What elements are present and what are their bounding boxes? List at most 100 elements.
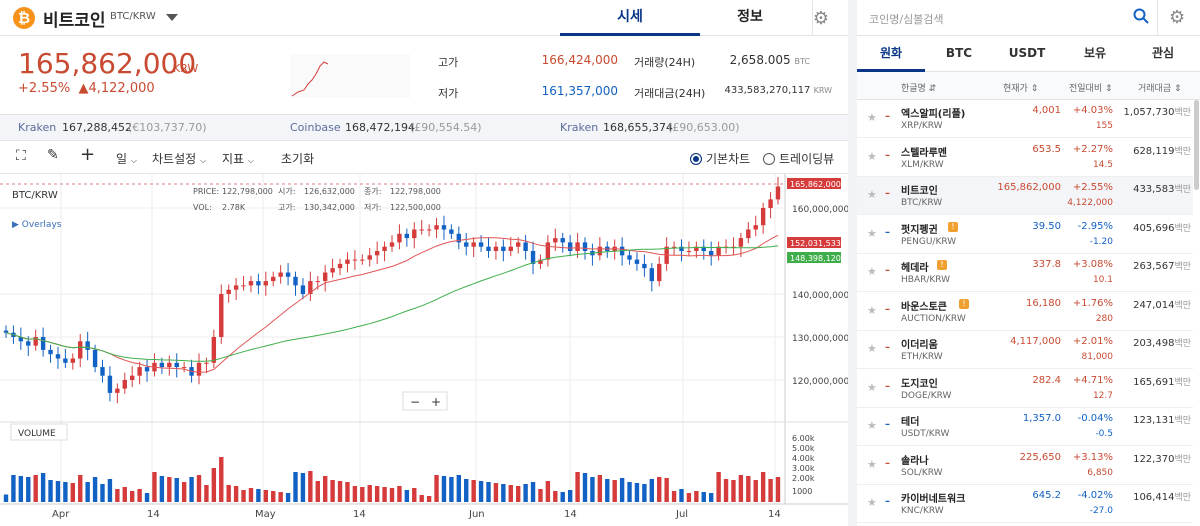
zoom-out-button[interactable]: − xyxy=(410,395,420,409)
chevron-down-icon[interactable] xyxy=(166,14,178,21)
price-chart[interactable]: BTC/KRW ▶ Overlays PRICE: 122,798,000 VO… xyxy=(0,174,848,526)
coin-volume-unit: 백만 xyxy=(1174,108,1191,118)
volume-bar xyxy=(397,486,402,502)
gear-icon[interactable]: ⚙ xyxy=(812,8,830,29)
tab-info[interactable]: 정보 xyxy=(737,9,763,25)
market-row[interactable]: ★ – 도지코인 DOGE/KRW 282.4 +4.71% 12.7 165,691백만 xyxy=(857,370,1193,408)
coin-volume-unit: 백만 xyxy=(1174,146,1191,157)
volume-24h-value: 2,658.005 BTC xyxy=(700,53,810,67)
interval-label: 일 xyxy=(116,152,128,166)
chart-settings-button[interactable]: 차트설정 ⌵ xyxy=(152,150,206,167)
col-name[interactable]: 한글명 ⇵ xyxy=(901,84,937,94)
market-table-header: 한글명 ⇵ 현재가 ⇕ 전일대비 ⇕ 거래대금 ⇕ xyxy=(857,72,1200,100)
star-icon[interactable]: ★ xyxy=(867,457,877,471)
market-row[interactable]: ★ – 스텔라루멘 XLM/KRW 653.5 +2.27% 14.5 628,119백만 xyxy=(857,139,1193,177)
star-icon[interactable]: ★ xyxy=(867,342,877,355)
pencil-icon[interactable]: ✎ xyxy=(47,147,59,163)
candle xyxy=(753,225,758,230)
coin-price: 337.8 xyxy=(1032,259,1061,270)
volume-bar xyxy=(538,489,543,502)
market-row[interactable]: ★ – 솔라나 SOL/KRW 225,650 +3.13% 6,850 122,370백만 xyxy=(857,447,1193,485)
tradingview-radio[interactable]: 트레이딩뷰 xyxy=(763,150,834,167)
chart-background xyxy=(0,174,848,526)
ohlc-close: 122,798,000 xyxy=(390,187,441,196)
star-icon[interactable]: ★ xyxy=(867,265,877,278)
tab-favorites[interactable]: 관심 xyxy=(1151,46,1175,60)
tab-holdings[interactable]: 보유 xyxy=(1083,46,1107,60)
search-icon[interactable] xyxy=(1133,8,1149,24)
market-row[interactable]: ★ – 비트코인 BTC/KRW 165,862,000 +2.55% 4,122,000 4… xyxy=(857,177,1193,215)
reset-button[interactable]: 초기화 xyxy=(281,152,315,166)
volume-bar xyxy=(419,495,424,502)
ohlc-open: 126,632,000 xyxy=(304,187,355,196)
col-volume[interactable]: 거래대금 ⇕ xyxy=(1138,84,1182,94)
candle xyxy=(493,246,499,251)
volume-bar xyxy=(308,471,313,502)
candle xyxy=(204,362,209,364)
coin-change-pct: -4.02% xyxy=(1077,490,1113,501)
tab-usdt[interactable]: USDT xyxy=(1008,46,1046,60)
volume-bar xyxy=(174,478,179,502)
star-icon[interactable]: ★ xyxy=(867,496,877,509)
tab-market-price[interactable]: 시세 xyxy=(560,0,700,36)
col-change[interactable]: 전일대비 ⇕ xyxy=(1069,84,1113,94)
coin-volume-unit: 백만 xyxy=(1174,416,1191,426)
market-row[interactable]: ★ – 펏지펭귄! PENGU/KRW 39.50 -2.95% -1.20 405,696백… xyxy=(857,216,1193,254)
trend-marker-icon: – xyxy=(885,111,890,122)
coin-name: 헤데라 xyxy=(901,263,929,274)
candle xyxy=(374,251,380,256)
scrollbar[interactable] xyxy=(1194,100,1199,190)
exchange-name[interactable]: Kraken xyxy=(560,121,599,134)
volume-bar xyxy=(129,491,135,502)
candle xyxy=(92,349,98,368)
tab-krw[interactable]: 원화 xyxy=(857,36,925,72)
coin-price: 4,117,000 xyxy=(1010,336,1061,347)
exchange-name[interactable]: Kraken xyxy=(18,121,57,134)
crosshair-icon[interactable]: + xyxy=(80,144,96,165)
exchange-name[interactable]: Coinbase xyxy=(290,121,341,134)
coin-name: 테더 xyxy=(901,417,920,428)
basic-chart-radio[interactable]: 기본차트 xyxy=(690,150,750,167)
x-tick: 14 xyxy=(353,509,366,520)
col-price[interactable]: 현재가 ⇕ xyxy=(1003,84,1039,94)
star-icon[interactable]: ★ xyxy=(867,226,877,240)
tab-btc[interactable]: BTC xyxy=(945,46,973,60)
candle xyxy=(553,238,558,243)
interval-select[interactable]: 일 ⌵ xyxy=(116,150,137,167)
market-row[interactable]: ★ – 카이버네트워크 KNC/KRW 645.2 -4.02% -27.0 106,414백… xyxy=(857,485,1193,523)
coin-volume-value: 122,370 xyxy=(1133,453,1175,465)
fullscreen-icon[interactable]: ⛶ xyxy=(16,148,26,164)
star-icon[interactable]: ★ xyxy=(867,419,877,432)
candle xyxy=(694,246,699,251)
search-input[interactable]: 코인명/심볼검색 xyxy=(869,13,944,26)
market-row[interactable]: ★ – 테더 USDT/KRW 1,357.0 -0.04% -0.5 123,131백만 xyxy=(857,408,1193,446)
star-icon[interactable]: ★ xyxy=(867,149,877,163)
star-icon[interactable]: ★ xyxy=(867,111,877,124)
indicators-button[interactable]: 지표 ⌵ xyxy=(222,150,254,167)
star-icon[interactable]: ★ xyxy=(867,188,877,201)
candle xyxy=(211,337,217,363)
zoom-in-button[interactable]: + xyxy=(431,395,441,409)
market-row[interactable]: ★ – 엑스알피(리플) XRP/KRW 4,001 +4.03% 155 1,057,730… xyxy=(857,100,1193,138)
volume-bar xyxy=(219,457,224,502)
coin-volume: 628,119백만 xyxy=(1133,144,1191,157)
x-tick: Apr xyxy=(52,509,70,520)
zoom-box xyxy=(402,391,448,411)
market-row[interactable]: ★ – 바운스토큰! AUCTION/KRW 16,180 +1.76% 280 247,01… xyxy=(857,293,1193,331)
coin-name: 펏지펭귄 xyxy=(901,224,938,236)
market-row[interactable]: ★ – 헤데라! HBAR/KRW 337.8 +3.08% 10.1 263,567백만 xyxy=(857,254,1193,292)
volume-bar xyxy=(441,476,447,502)
market-row[interactable]: ★ – 이더리움 ETH/KRW 4,117,000 +2.01% 81,000 203,49… xyxy=(857,331,1193,369)
gear-icon[interactable]: ⚙ xyxy=(1169,7,1186,28)
candle xyxy=(181,367,187,369)
candle xyxy=(241,285,246,287)
star-icon[interactable]: ★ xyxy=(867,380,877,394)
candle xyxy=(167,362,172,368)
candle xyxy=(330,268,335,273)
vol-tick: 1000 xyxy=(792,487,812,496)
overlays-toggle[interactable]: ▶ Overlays xyxy=(12,220,62,230)
candle xyxy=(144,367,150,372)
star-icon[interactable]: ★ xyxy=(867,303,877,317)
candle xyxy=(18,337,24,342)
trend-marker-icon: – xyxy=(885,419,890,430)
